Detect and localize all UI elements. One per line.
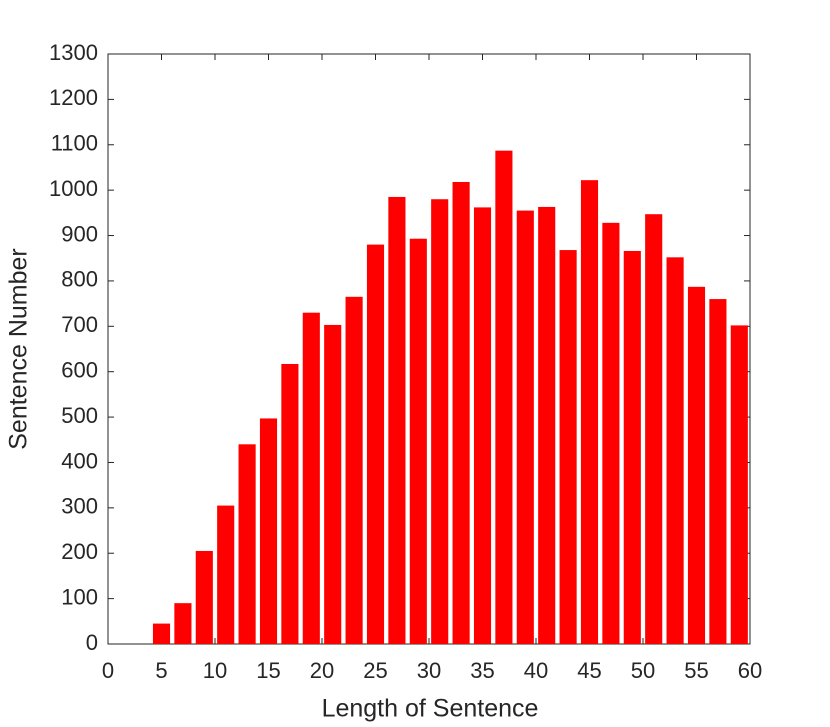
x-tick-label: 50 <box>631 658 655 683</box>
bar <box>495 150 513 644</box>
x-tick-label: 25 <box>363 658 387 683</box>
bar <box>538 206 556 644</box>
y-tick-label: 0 <box>86 630 98 655</box>
bar <box>366 244 385 644</box>
y-tick-label: 500 <box>61 403 98 428</box>
y-tick-label: 700 <box>61 312 98 337</box>
bar <box>473 207 492 644</box>
y-axis-label: Sentence Number <box>5 248 33 450</box>
y-tick-label: 200 <box>61 539 98 564</box>
bar <box>302 312 320 644</box>
bar <box>452 181 470 644</box>
bar <box>602 222 620 645</box>
x-tick-label: 5 <box>155 658 167 683</box>
x-tick-label: 10 <box>203 658 227 683</box>
x-tick-label: 15 <box>256 658 280 683</box>
y-tick-label: 900 <box>61 221 98 246</box>
y-tick-label: 800 <box>61 267 98 292</box>
bar <box>431 199 449 644</box>
y-tick-label: 1200 <box>49 85 98 110</box>
bar <box>345 296 363 644</box>
y-tick-label: 400 <box>61 448 98 473</box>
x-tick-label: 20 <box>310 658 334 683</box>
bar <box>259 418 278 644</box>
bar <box>623 250 641 644</box>
x-tick-label: 40 <box>524 658 548 683</box>
bar <box>516 210 534 645</box>
x-tick-label: 0 <box>102 658 114 683</box>
x-tick-label: 55 <box>684 658 708 683</box>
y-tick-label: 1300 <box>49 40 98 65</box>
bar <box>217 505 235 644</box>
x-tick-label: 30 <box>417 658 441 683</box>
bar <box>324 324 342 644</box>
bar <box>730 325 748 644</box>
bar <box>388 196 406 644</box>
y-tick-label: 1000 <box>49 176 98 201</box>
bar <box>238 444 256 644</box>
y-tick-label: 300 <box>61 494 98 519</box>
bar <box>559 250 577 645</box>
bar <box>687 286 706 644</box>
y-tick-label: 100 <box>61 584 98 609</box>
x-axis-label: Length of Sentence <box>322 695 539 723</box>
bar <box>152 623 171 644</box>
bar <box>580 180 599 644</box>
x-tick-label: 60 <box>738 658 762 683</box>
plot-box <box>107 53 751 645</box>
y-tick-label: 600 <box>61 358 98 383</box>
bar <box>195 550 213 644</box>
bar <box>409 238 427 644</box>
bar <box>709 299 727 644</box>
bar <box>174 603 192 644</box>
bar <box>281 363 299 644</box>
x-tick-label: 45 <box>577 658 601 683</box>
x-tick-label: 35 <box>470 658 494 683</box>
bar <box>645 214 663 644</box>
y-tick-label: 1100 <box>51 131 98 156</box>
bar <box>666 257 684 644</box>
